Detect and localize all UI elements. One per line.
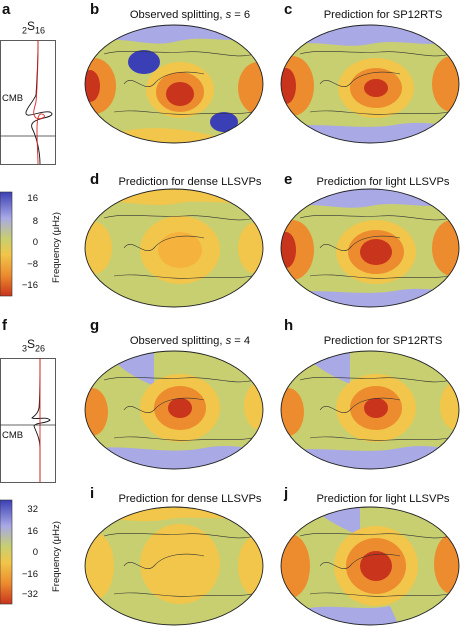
colorbar-top-tick-1: 8 — [32, 216, 38, 227]
colorbar-bottom-tick-2: 0 — [32, 547, 38, 558]
colorbar-top — [0, 191, 13, 297]
panel-label-g: g — [90, 317, 100, 334]
colorbar-bottom-tick-0: 32 — [27, 504, 38, 515]
panel-label-e: e — [284, 171, 293, 188]
panel-label-i: i — [90, 485, 95, 502]
map-j — [280, 506, 460, 626]
panel-label-h: h — [284, 317, 294, 334]
map-title-j: Prediction for light LLSVPs — [316, 493, 450, 505]
colorbar-bottom-tick-4: −32 — [21, 589, 38, 600]
colorbar-bottom-axis-label: Frequency (μHz) — [51, 521, 62, 592]
panel-label-d: d — [90, 171, 100, 188]
colorbar-top-tick-4: −16 — [21, 280, 38, 291]
colorbar-bottom — [0, 499, 13, 605]
colorbar-top-axis-label: Frequency (μHz) — [51, 212, 62, 283]
colorbar-bottom-tick-3: −16 — [21, 569, 38, 580]
map-e — [280, 188, 460, 308]
map-title-d: Prediction for dense LLSVPs — [118, 176, 262, 188]
colorbar-top-tick-2: 0 — [32, 237, 38, 248]
panel-label-b: b — [90, 1, 100, 18]
colorbar-top-tick-0: 16 — [27, 193, 38, 204]
map-title-b: Observed splitting, s = 6 — [129, 9, 251, 21]
map-title-g: Observed splitting, s = 4 — [129, 335, 251, 347]
map-c — [280, 24, 460, 144]
mode-profile-a — [0, 39, 56, 165]
panel-label-a: a — [2, 1, 11, 18]
mode-profile-f — [0, 357, 56, 483]
mode-label-a: 2S16 — [22, 19, 46, 36]
colorbar-bottom-tick-1: 16 — [27, 526, 38, 537]
cmb-label-a: CMB — [2, 93, 24, 104]
map-b — [84, 24, 264, 144]
map-i — [84, 506, 264, 626]
map-title-i: Prediction for dense LLSVPs — [118, 493, 262, 505]
map-title-c: Prediction for SP12RTS — [323, 9, 443, 21]
map-g — [84, 350, 264, 470]
mode-label-f: 3S26 — [22, 337, 46, 354]
map-title-e: Prediction for light LLSVPs — [316, 176, 450, 188]
cmb-label-f: CMB — [2, 430, 24, 441]
map-h — [280, 350, 460, 470]
colorbar-top-tick-3: −8 — [27, 259, 38, 270]
panel-label-c: c — [284, 1, 293, 18]
panel-label-f: f — [2, 317, 7, 334]
map-title-h: Prediction for SP12RTS — [323, 335, 443, 347]
panel-label-j: j — [284, 485, 289, 502]
map-d — [84, 188, 264, 308]
